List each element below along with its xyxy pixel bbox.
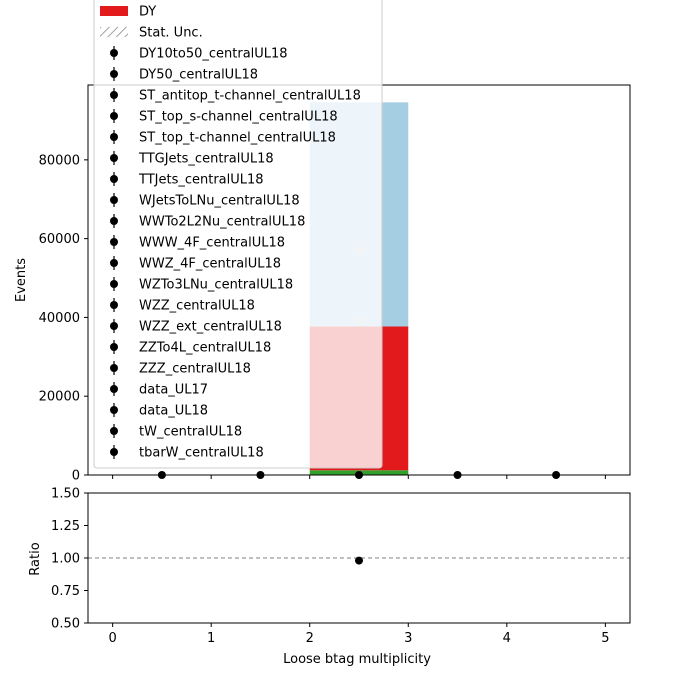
ratio-y-tick-label-0: 0.50	[51, 617, 80, 632]
main-y-tick-label-0: 0	[72, 469, 80, 484]
legend-label: WWW_4F_centralUL18	[139, 236, 285, 251]
legend-marker	[110, 406, 118, 414]
legend-label: WWTo2L2Nu_centralUL18	[139, 215, 305, 230]
ratio-point-0	[355, 556, 363, 565]
ratio-x-ticks: 0 1 2 3 4 5	[108, 623, 610, 646]
legend-item-13: WZTo3LNu_centralUL18	[110, 277, 293, 293]
ratio-y-tick-label-3: 1.25	[51, 519, 80, 534]
ratio-y-tick-label-2: 1.00	[51, 552, 80, 567]
legend-item-19: data_UL18	[110, 403, 208, 419]
ratio-x-tick-label-5: 5	[601, 631, 609, 646]
legend-item-2: DY10to50_centralUL18	[110, 46, 288, 62]
legend-item-0: DY	[100, 5, 156, 20]
ratio-x-tick-label-1: 1	[207, 631, 215, 646]
legend-frame	[93, 0, 383, 469]
legend-label: ST_antitop_t-channel_centralUL18	[139, 89, 361, 104]
legend-label: WJetsToLNu_centralUL18	[139, 194, 300, 209]
ratio-y-tick-label-1: 0.75	[51, 584, 80, 599]
legend-item-8: TTJets_centralUL18	[110, 172, 264, 188]
legend-item-11: WWW_4F_centralUL18	[110, 235, 285, 251]
legend-label: ZZZ_centralUL18	[139, 362, 251, 377]
main-x-ticks	[112, 475, 606, 479]
legend-label: Stat. Unc.	[139, 26, 203, 41]
x-axis-label: Loose btag multiplicity	[283, 652, 431, 667]
ratio-x-tick-label-2: 2	[306, 631, 314, 646]
legend-item-20: tW_centralUL18	[110, 424, 242, 440]
legend-item-16: ZZTo4L_centralUL18	[110, 340, 271, 356]
legend-item-21: tbarW_centralUL18	[110, 445, 264, 461]
legend-marker	[110, 448, 118, 456]
legend-label: ST_top_s-channel_centralUL18	[139, 110, 338, 125]
legend-item-12: WWZ_4F_centralUL18	[110, 256, 281, 272]
legend-label: WWZ_4F_centralUL18	[139, 257, 281, 272]
ratio-x-tick-label-4: 4	[503, 631, 511, 646]
legend-item-4: ST_antitop_t-channel_centralUL18	[110, 88, 361, 104]
legend-label: WZZ_ext_centralUL18	[139, 320, 282, 335]
legend-item-10: WWTo2L2Nu_centralUL18	[110, 214, 305, 230]
ratio-y-tick-label-4: 1.50	[51, 487, 80, 502]
legend-item-17: ZZZ_centralUL18	[110, 361, 251, 377]
legend-marker	[110, 217, 118, 225]
legend-label: DY10to50_centralUL18	[139, 47, 288, 62]
legend: DY Stat. Unc. DY10to50_centralUL18 DY50_cen…	[93, 0, 383, 469]
legend-label: ST_top_t-channel_centralUL18	[139, 131, 336, 146]
ratio-y-ticks: 0.50 0.75 1.00 1.25 1.50	[51, 487, 88, 632]
legend-label: DY	[139, 5, 156, 20]
legend-marker	[110, 112, 118, 120]
ratio-points	[355, 556, 363, 565]
legend-hatch-swatch	[100, 27, 128, 37]
legend-label: data_UL17	[139, 383, 208, 398]
legend-item-6: ST_top_t-channel_centralUL18	[110, 130, 336, 146]
legend-item-5: ST_top_s-channel_centralUL18	[110, 109, 338, 125]
main-y-tick-label-2: 40000	[39, 311, 80, 326]
legend-label: WZTo3LNu_centralUL18	[139, 278, 293, 293]
legend-item-1: Stat. Unc.	[100, 26, 203, 41]
legend-item-18: data_UL17	[110, 382, 208, 398]
legend-marker	[110, 154, 118, 162]
legend-marker	[110, 343, 118, 351]
legend-marker	[110, 427, 118, 435]
legend-item-3: DY50_centralUL18	[110, 67, 258, 83]
legend-item-14: WZZ_centralUL18	[110, 298, 255, 314]
legend-item-9: WJetsToLNu_centralUL18	[110, 193, 300, 209]
main-y-tick-label-3: 60000	[39, 232, 80, 247]
legend-marker	[110, 91, 118, 99]
main-y-axis-label: Events	[14, 258, 29, 302]
legend-item-15: WZZ_ext_centralUL18	[110, 319, 282, 335]
legend-marker	[110, 301, 118, 309]
main-y-tick-label-1: 20000	[39, 390, 80, 405]
legend-marker	[110, 259, 118, 267]
legend-marker	[110, 385, 118, 393]
main-y-tick-label-4: 80000	[39, 153, 80, 168]
legend-marker	[110, 322, 118, 330]
legend-label: tbarW_centralUL18	[139, 446, 264, 461]
legend-marker	[110, 175, 118, 183]
legend-marker	[110, 70, 118, 78]
legend-marker	[110, 238, 118, 246]
ratio-panel: 0 1 2 3 4 5 0.50 0.75 1.00 1.25 1.50 Ratio Loose …	[28, 487, 631, 667]
legend-marker	[110, 196, 118, 204]
legend-label: DY50_centralUL18	[139, 68, 258, 83]
legend-label: tW_centralUL18	[139, 425, 242, 440]
ratio-y-axis-label: Ratio	[28, 542, 43, 575]
legend-marker	[110, 280, 118, 288]
legend-label: TTJets_centralUL18	[138, 173, 264, 188]
legend-marker	[110, 364, 118, 372]
legend-label: WZZ_centralUL18	[139, 299, 255, 314]
main-y-ticks: 0 20000 40000 60000 80000	[39, 153, 88, 484]
legend-marker	[110, 49, 118, 57]
legend-label: data_UL18	[139, 404, 208, 419]
legend-marker	[110, 133, 118, 141]
legend-item-7: TTGJets_centralUL18	[110, 151, 274, 167]
ratio-x-tick-label-0: 0	[108, 631, 116, 646]
legend-label: TTGJets_centralUL18	[138, 152, 274, 167]
ratio-x-tick-label-3: 3	[404, 631, 412, 646]
legend-swatch	[100, 6, 128, 16]
legend-label: ZZTo4L_centralUL18	[139, 341, 271, 356]
